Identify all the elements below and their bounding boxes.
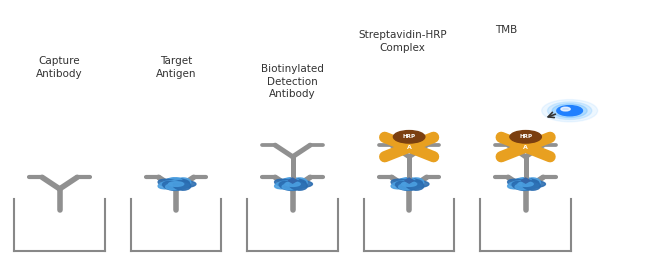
Ellipse shape: [274, 181, 296, 189]
Ellipse shape: [518, 182, 533, 186]
Ellipse shape: [406, 181, 424, 190]
Ellipse shape: [406, 178, 424, 187]
Ellipse shape: [168, 182, 184, 186]
Ellipse shape: [173, 181, 191, 190]
Polygon shape: [288, 178, 297, 183]
Ellipse shape: [288, 181, 313, 187]
Ellipse shape: [391, 181, 413, 189]
Ellipse shape: [508, 179, 530, 187]
Circle shape: [552, 104, 587, 118]
Circle shape: [393, 131, 425, 143]
Ellipse shape: [166, 183, 189, 190]
Ellipse shape: [515, 183, 539, 190]
Text: Capture
Antibody: Capture Antibody: [36, 56, 83, 79]
Ellipse shape: [274, 179, 296, 187]
Ellipse shape: [162, 181, 182, 190]
Text: A: A: [523, 145, 528, 149]
Circle shape: [510, 131, 541, 143]
Ellipse shape: [521, 181, 545, 187]
Ellipse shape: [512, 181, 532, 190]
Ellipse shape: [508, 181, 530, 189]
Text: Streptavidin-HRP
Complex: Streptavidin-HRP Complex: [358, 30, 447, 53]
Ellipse shape: [523, 181, 540, 190]
Ellipse shape: [282, 183, 306, 190]
Text: TMB: TMB: [495, 25, 517, 35]
Ellipse shape: [396, 178, 415, 187]
Ellipse shape: [166, 178, 189, 186]
Text: A: A: [407, 145, 411, 149]
Ellipse shape: [512, 178, 532, 187]
Ellipse shape: [398, 178, 422, 186]
Polygon shape: [521, 178, 530, 183]
Text: Target
Antigen: Target Antigen: [156, 56, 196, 79]
Ellipse shape: [404, 181, 429, 187]
Circle shape: [541, 100, 597, 122]
Ellipse shape: [279, 178, 298, 187]
Text: HRP: HRP: [519, 134, 532, 139]
Ellipse shape: [523, 178, 540, 187]
Ellipse shape: [285, 182, 300, 186]
Ellipse shape: [290, 181, 307, 190]
Ellipse shape: [173, 178, 191, 187]
Ellipse shape: [396, 181, 415, 190]
Ellipse shape: [402, 182, 417, 186]
Text: Biotinylated
Detection
Antibody: Biotinylated Detection Antibody: [261, 64, 324, 99]
Ellipse shape: [279, 181, 298, 190]
Ellipse shape: [290, 178, 307, 187]
Circle shape: [557, 106, 582, 116]
Ellipse shape: [282, 178, 306, 186]
Ellipse shape: [158, 179, 180, 187]
Circle shape: [547, 102, 592, 120]
Ellipse shape: [172, 181, 196, 187]
Circle shape: [561, 107, 570, 111]
Ellipse shape: [398, 183, 422, 190]
Ellipse shape: [391, 179, 413, 187]
Polygon shape: [405, 178, 413, 183]
Ellipse shape: [158, 181, 180, 189]
Ellipse shape: [162, 178, 182, 187]
Ellipse shape: [515, 178, 539, 186]
Text: HRP: HRP: [402, 134, 416, 139]
